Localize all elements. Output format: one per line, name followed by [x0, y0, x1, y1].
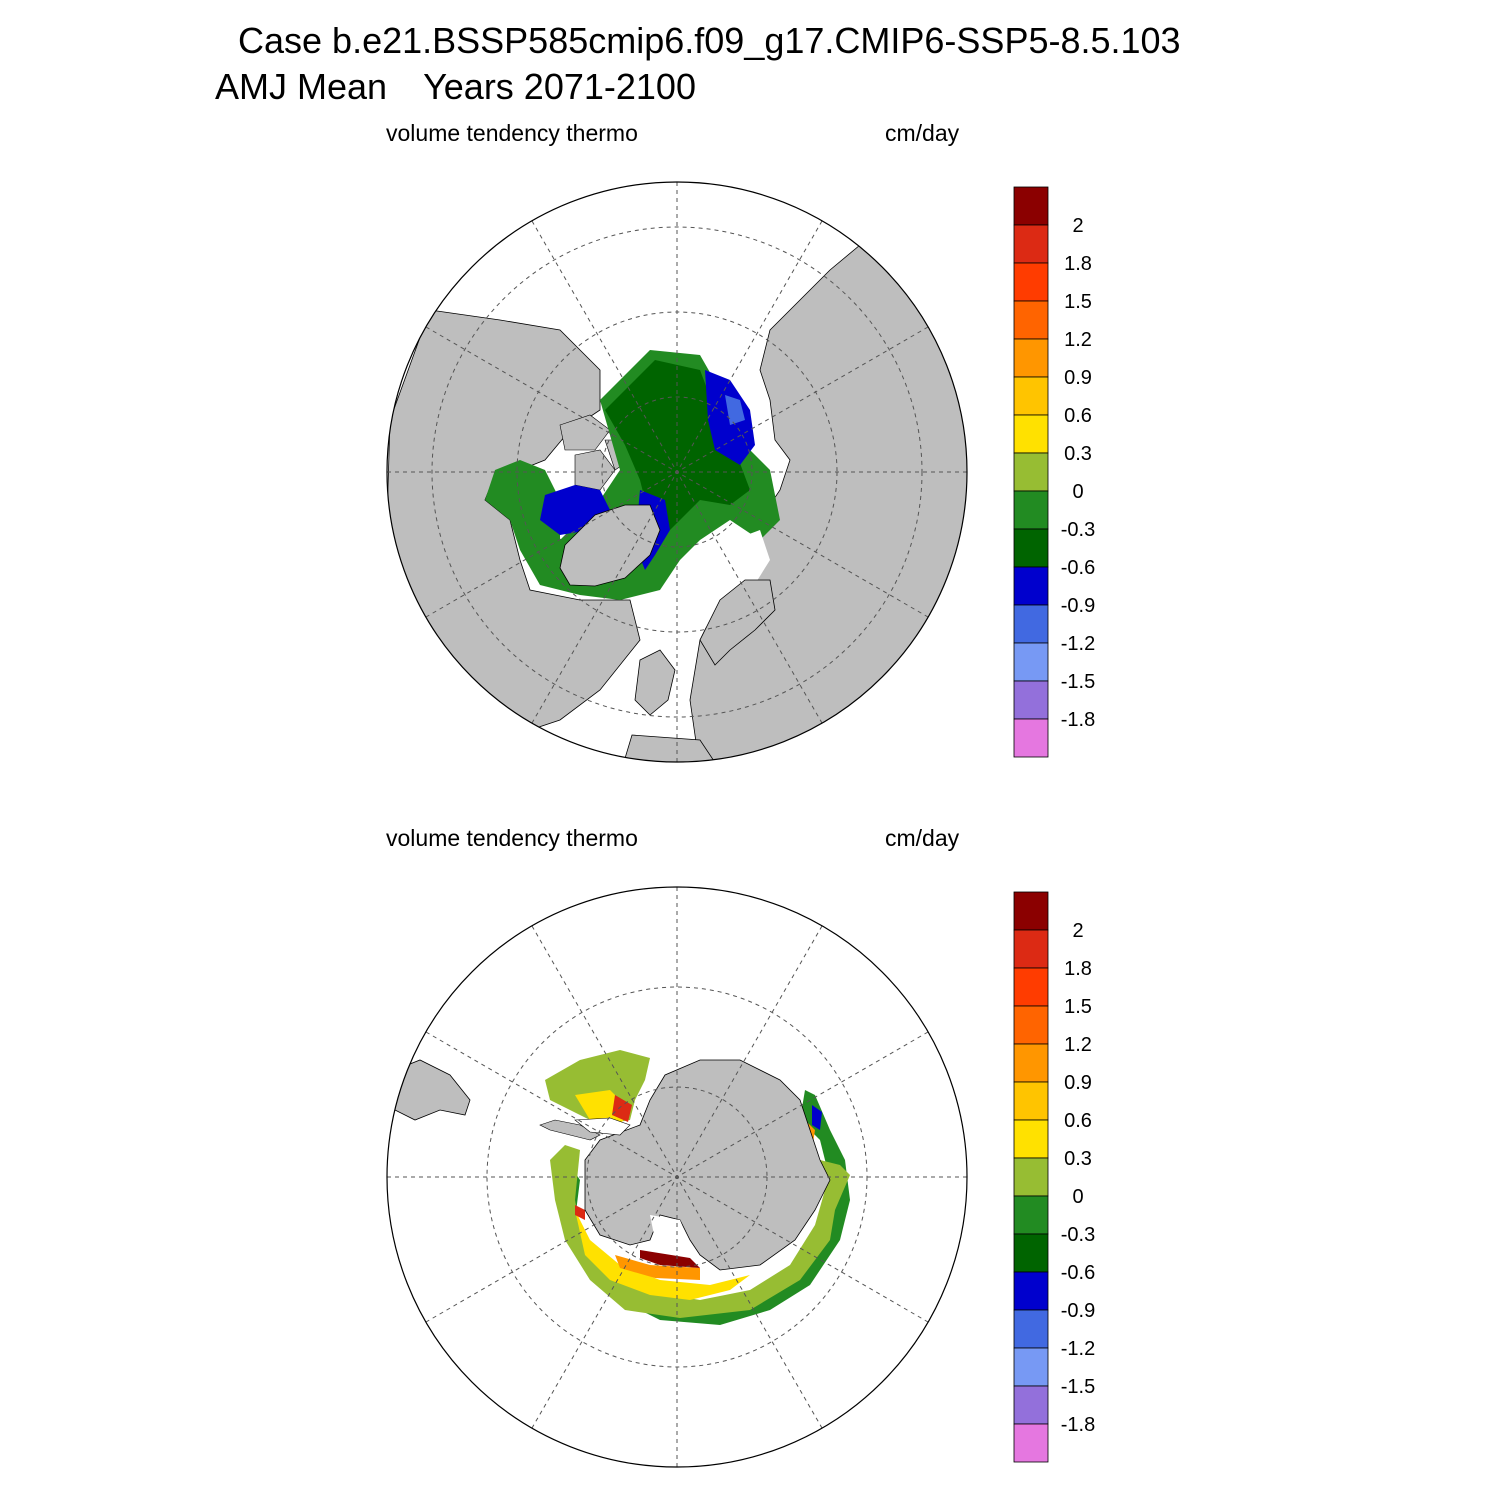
north-colorbar-swatch	[1013, 376, 1049, 416]
north-colorbar-tick-label: 2	[1072, 215, 1083, 237]
south-colorbar-swatch	[1013, 967, 1049, 1007]
north-colorbar-swatch	[1013, 642, 1049, 682]
north-colorbar-tick-label: 1.2	[1064, 329, 1092, 351]
case-title: Case b.e21.BSSP585cmip6.f09_g17.CMIP6-SS…	[238, 20, 1181, 61]
south-ice-orange	[615, 1255, 700, 1280]
south-colorbar-tick-label: 2	[1072, 920, 1083, 942]
south-colorbar-tick-label: 0	[1072, 1186, 1083, 1208]
season-years-title: AMJ Mean Years 2071-2100	[215, 66, 696, 108]
north-polar-map	[386, 181, 968, 763]
north-colorbar-swatch	[1013, 338, 1049, 378]
south-colorbar-tick-label: 0.3	[1064, 1148, 1092, 1170]
season-label: AMJ Mean	[215, 66, 388, 107]
south-colorbar-tick-label: -0.6	[1061, 1262, 1095, 1284]
south-colorbar-tick-label: -1.5	[1061, 1376, 1095, 1398]
north-colorbar-tick-label: -1.8	[1061, 709, 1095, 731]
north-colorbar-tick-label: 0	[1072, 481, 1083, 503]
north-colorbar-tick-label: 0.9	[1064, 367, 1092, 389]
north-colorbar-swatch	[1013, 224, 1049, 264]
south-polar-map	[386, 886, 968, 1468]
north-colorbar-tick-label: -0.9	[1061, 595, 1095, 617]
north-colorbar-swatch	[1013, 262, 1049, 302]
south-colorbar-swatch	[1013, 1233, 1049, 1273]
south-colorbar-swatch	[1013, 1157, 1049, 1197]
north-colorbar-tick-label: 0.6	[1064, 405, 1092, 427]
north-colorbar-tick-label: -0.6	[1061, 557, 1095, 579]
south-land-antarctica	[584, 1059, 831, 1271]
south-colorbar-swatch	[1013, 1043, 1049, 1083]
south-colorbar-swatch	[1013, 1195, 1049, 1235]
north-colorbar: 2 1.8 1.5 1.2 0.9 0.6 0.3 0 -0.3 -0.6 -0.9 -1.2 -1.5…	[1013, 186, 1095, 758]
south-units-label: cm/day	[885, 825, 960, 851]
south-colorbar-tick-label: 1.5	[1064, 996, 1092, 1018]
south-colorbar-swatch	[1013, 1119, 1049, 1159]
north-colorbar-swatch	[1013, 300, 1049, 340]
south-colorbar-swatch	[1013, 1423, 1049, 1463]
north-map-boundary	[386, 181, 968, 763]
south-map-boundary	[386, 886, 968, 1468]
south-colorbar-tick-label: -0.3	[1061, 1224, 1095, 1246]
south-colorbar-tick-label: 0.6	[1064, 1110, 1092, 1132]
north-land-europe	[634, 649, 676, 716]
south-colorbar-swatch	[1013, 891, 1049, 931]
south-ice-light-green	[550, 1145, 850, 1318]
south-graticule	[387, 887, 967, 1467]
south-colorbar-swatch	[1013, 1309, 1049, 1349]
south-colorbar-tick-label: -1.2	[1061, 1338, 1095, 1360]
years-label: Years 2071-2100	[423, 66, 696, 107]
south-colorbar-tick-label: -1.8	[1061, 1414, 1095, 1436]
north-colorbar-tick-label: 1.8	[1064, 253, 1092, 275]
south-colorbar-swatch	[1013, 1005, 1049, 1045]
north-colorbar-tick-label: -0.3	[1061, 519, 1095, 541]
south-ice-blue	[812, 1105, 822, 1130]
north-variable-label: volume tendency thermo	[386, 120, 638, 146]
north-units-label: cm/day	[885, 120, 960, 146]
south-colorbar-tick-label: -0.9	[1061, 1300, 1095, 1322]
north-colorbar-swatch	[1013, 414, 1049, 454]
north-colorbar-swatch	[1013, 566, 1049, 606]
south-colorbar-tick-label: 1.2	[1064, 1034, 1092, 1056]
north-graticule	[387, 182, 967, 762]
north-colorbar-swatch	[1013, 604, 1049, 644]
south-colorbar-tick-label: 0.9	[1064, 1072, 1092, 1094]
south-colorbar-swatch	[1013, 1385, 1049, 1425]
north-colorbar-tick-label: -1.2	[1061, 633, 1095, 655]
north-colorbar-swatch	[1013, 680, 1049, 720]
south-colorbar-swatch	[1013, 1347, 1049, 1387]
south-ice-yellow	[575, 1210, 750, 1300]
south-ice-dark-red	[640, 1250, 700, 1268]
south-colorbar-tick-label: 1.8	[1064, 958, 1092, 980]
north-colorbar-tick-label: 0.3	[1064, 443, 1092, 465]
south-colorbar-swatch	[1013, 1271, 1049, 1311]
north-colorbar-swatch	[1013, 186, 1049, 226]
north-colorbar-tick-label: -1.5	[1061, 671, 1095, 693]
north-colorbar-tick-label: 1.5	[1064, 291, 1092, 313]
north-colorbar-swatch	[1013, 718, 1049, 758]
south-colorbar-swatch	[1013, 1081, 1049, 1121]
south-land-south-america	[394, 1059, 471, 1121]
south-colorbar-swatch	[1013, 929, 1049, 969]
south-variable-label: volume tendency thermo	[386, 825, 638, 851]
